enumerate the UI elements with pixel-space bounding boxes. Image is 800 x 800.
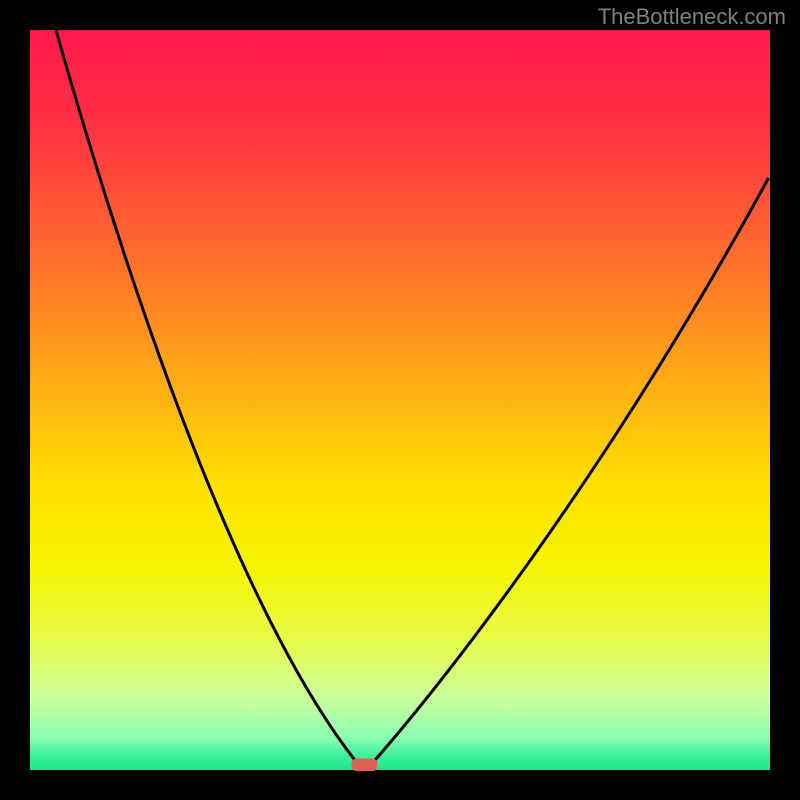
watermark-text: TheBottleneck.com xyxy=(598,4,786,30)
chart-svg xyxy=(0,0,800,800)
chart-container: TheBottleneck.com xyxy=(0,0,800,800)
minimum-marker xyxy=(352,759,378,772)
plot-background xyxy=(30,30,770,770)
